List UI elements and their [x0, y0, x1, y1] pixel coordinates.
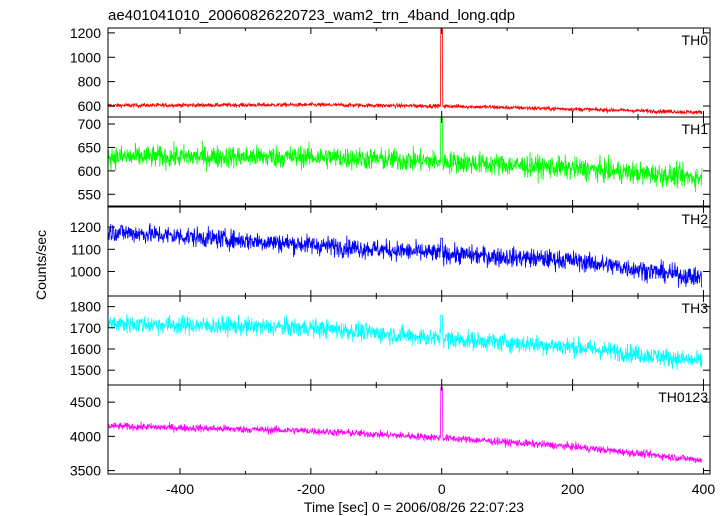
panel-th0: 600 800 1000 1200 TH0 — [70, 25, 711, 118]
y-tick-label: 650 — [78, 139, 102, 155]
y-tick-label: 1600 — [70, 341, 101, 357]
panel-label-th2: TH2 — [682, 211, 709, 227]
panel-th2: 1000 1100 1200 TH2 — [70, 206, 711, 297]
panel-frame — [107, 295, 711, 386]
y-axis-label: Counts/sec — [33, 230, 49, 300]
series-line-th1 — [108, 117, 703, 193]
series-line-th0 — [108, 28, 703, 116]
y-tick-label: 600 — [78, 98, 102, 114]
panel-label-th1: TH1 — [682, 121, 709, 137]
panel-frame — [107, 116, 711, 207]
y-tick-label: 4500 — [70, 394, 101, 410]
panel-label-th3: TH3 — [682, 300, 709, 316]
chart-title: ae401041010_20060826220723_wam2_trn_4ban… — [108, 7, 515, 24]
x-axis-label: Time [sec] 0 = 2006/08/26 22:07:23 — [304, 499, 524, 515]
y-tick-label: 1200 — [70, 219, 101, 235]
series-line-th0123 — [108, 386, 703, 464]
y-tick-label: 3500 — [70, 463, 101, 479]
y-tick-label: 1000 — [70, 264, 101, 280]
y-tick-label: 700 — [78, 116, 102, 132]
y-tick-label: 1700 — [70, 320, 101, 336]
y-tick-label: 800 — [78, 74, 102, 90]
y-tick-label: 550 — [78, 186, 102, 202]
x-tick-label: -400 — [166, 481, 194, 497]
y-tick-label: 1100 — [71, 241, 101, 257]
panel-label-th0: TH0 — [682, 32, 709, 48]
y-tick-label: 1500 — [70, 362, 101, 378]
panel-th3: 1500 1600 1700 1800 TH3 — [70, 295, 711, 386]
panel-th1: 550 600 650 700 TH1 — [78, 116, 711, 207]
x-tick-labels: -400 -200 0 200 400 — [166, 481, 715, 497]
panel-frame — [107, 384, 711, 475]
x-tick-label: 200 — [561, 481, 585, 497]
series-line-th2 — [108, 222, 703, 288]
panel-label-th0123: TH0123 — [658, 389, 708, 405]
y-tick-label: 4000 — [70, 428, 101, 444]
y-tick-label: 1800 — [70, 299, 101, 315]
series-line-th3 — [108, 314, 703, 371]
y-tick-label: 1000 — [70, 49, 101, 65]
x-tick-label: 400 — [692, 481, 716, 497]
panel-th0123: 3500 4000 4500 TH0123 — [70, 384, 711, 479]
x-tick-label: -200 — [297, 481, 325, 497]
panels-group: 600 800 1000 1200 TH0 550 600 650 700 TH1 1000 1100… — [70, 25, 711, 479]
y-tick-label: 600 — [78, 163, 102, 179]
x-tick-label: 0 — [438, 481, 446, 497]
y-tick-label: 1200 — [70, 25, 101, 41]
